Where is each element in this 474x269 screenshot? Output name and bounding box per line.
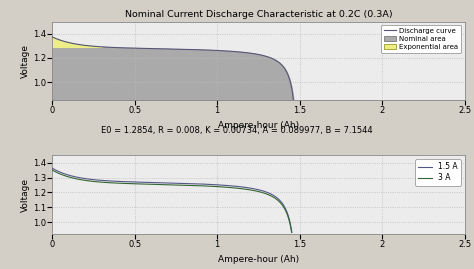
3 A (71, 177, 77, 180)
Legend: Discharge curve, Nominal area, Exponential area: Discharge curve, Nominal area, Exponenti… (381, 25, 461, 53)
1.5 A (150, 181, 156, 184)
Text: E0 = 1.2854, R = 0.008, K = 0.00734, A = 0.089977, B = 7.1544: E0 = 1.2854, R = 0.008, K = 0.00734, A =… (101, 126, 373, 134)
1.5 A (49, 167, 55, 170)
Line: 3 A: 3 A (52, 170, 292, 232)
Y-axis label: Voltage: Voltage (21, 178, 30, 212)
3 A (243, 187, 248, 191)
1.5 A (142, 181, 147, 184)
3 A (216, 185, 221, 188)
1.5 A (98, 179, 103, 182)
Legend: 1.5 A, 3 A: 1.5 A, 3 A (415, 159, 461, 186)
3 A (289, 231, 294, 234)
1.5 A (173, 182, 178, 185)
1.5 A (289, 231, 295, 234)
1.5 A (117, 180, 122, 183)
X-axis label: Ampere-hour (Ah): Ampere-hour (Ah) (218, 255, 299, 264)
1.5 A (283, 208, 289, 212)
3 A (108, 181, 113, 184)
3 A (193, 184, 199, 187)
Y-axis label: Voltage: Voltage (21, 44, 30, 78)
Title: Nominal Current Discharge Characteristic at 0.2C (0.3A): Nominal Current Discharge Characteristic… (125, 10, 392, 19)
X-axis label: Ampere-hour (Ah): Ampere-hour (Ah) (218, 121, 299, 130)
Line: 1.5 A: 1.5 A (52, 168, 292, 232)
3 A (49, 168, 55, 172)
3 A (118, 182, 124, 185)
